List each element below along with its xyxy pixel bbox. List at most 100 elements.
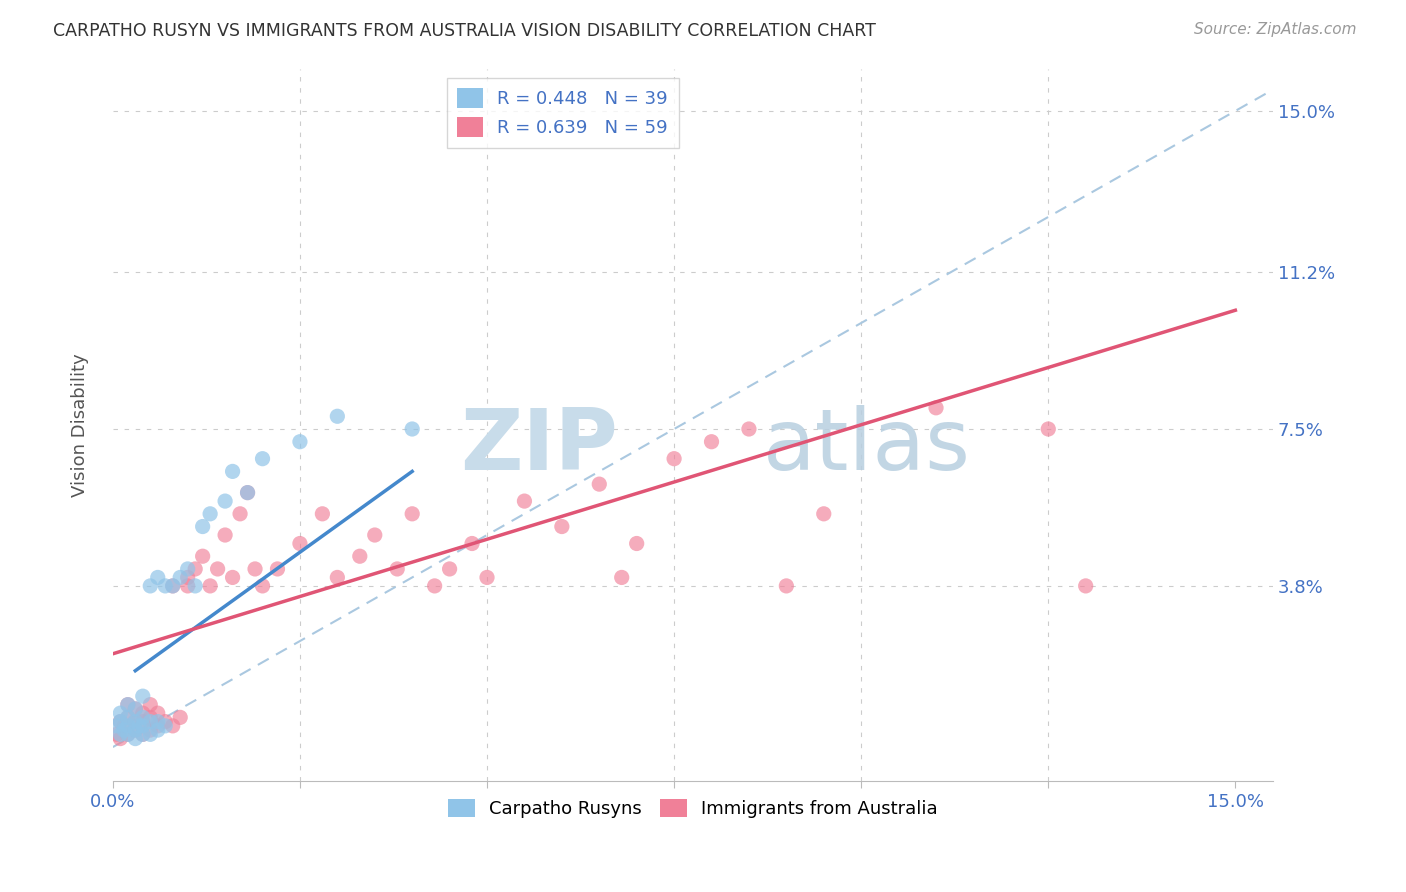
Point [176, 570, 198, 584]
Point [124, 723, 146, 738]
Point [110, 727, 132, 741]
Point [162, 719, 184, 733]
Point [112, 719, 135, 733]
Point [236, 485, 259, 500]
Point [662, 451, 685, 466]
Point [423, 579, 446, 593]
Point [169, 710, 191, 724]
Point [128, 719, 150, 733]
Point [326, 570, 349, 584]
Point [925, 401, 948, 415]
Point [184, 579, 207, 593]
Point [169, 570, 191, 584]
Point [513, 494, 536, 508]
Point [813, 507, 835, 521]
Point [117, 727, 139, 741]
Point [176, 579, 198, 593]
Point [252, 451, 274, 466]
Point [176, 562, 198, 576]
Point [132, 710, 155, 724]
Point [124, 714, 146, 729]
Point [700, 434, 723, 449]
Point [401, 507, 423, 521]
Point [117, 727, 139, 741]
Point [155, 579, 177, 593]
Point [139, 723, 162, 738]
Point [110, 731, 132, 746]
Point [112, 723, 135, 738]
Point [626, 536, 648, 550]
Point [139, 727, 162, 741]
Point [110, 714, 132, 729]
Point [132, 714, 155, 729]
Point [221, 570, 243, 584]
Point [461, 536, 484, 550]
Point [139, 714, 162, 729]
Legend: Carpatho Rusyns, Immigrants from Australia: Carpatho Rusyns, Immigrants from Austral… [440, 791, 945, 825]
Point [191, 519, 214, 533]
Point [401, 422, 423, 436]
Point [252, 579, 274, 593]
Point [117, 710, 139, 724]
Point [214, 528, 236, 542]
Point [105, 727, 128, 741]
Point [146, 706, 169, 720]
Point [124, 714, 146, 729]
Point [1038, 422, 1060, 436]
Text: ZIP: ZIP [460, 405, 617, 488]
Point [775, 579, 797, 593]
Point [588, 477, 610, 491]
Point [191, 549, 214, 564]
Point [738, 422, 761, 436]
Point [124, 702, 146, 716]
Point [364, 528, 387, 542]
Point [139, 710, 162, 724]
Point [124, 702, 146, 716]
Point [124, 723, 146, 738]
Point [221, 464, 243, 478]
Point [146, 723, 169, 738]
Point [1074, 579, 1097, 593]
Point [311, 507, 333, 521]
Point [105, 719, 128, 733]
Point [132, 727, 155, 741]
Point [243, 562, 266, 576]
Point [117, 698, 139, 712]
Point [146, 714, 169, 729]
Point [162, 579, 184, 593]
Point [610, 570, 633, 584]
Point [146, 570, 169, 584]
Point [198, 579, 221, 593]
Point [198, 507, 221, 521]
Point [288, 536, 311, 550]
Point [439, 562, 461, 576]
Point [326, 409, 349, 424]
Point [124, 731, 146, 746]
Point [139, 579, 162, 593]
Point [132, 727, 155, 741]
Point [117, 719, 139, 733]
Point [110, 714, 132, 729]
Point [288, 434, 311, 449]
Point [117, 698, 139, 712]
Point [349, 549, 371, 564]
Point [551, 519, 574, 533]
Text: CARPATHO RUSYN VS IMMIGRANTS FROM AUSTRALIA VISION DISABILITY CORRELATION CHART: CARPATHO RUSYN VS IMMIGRANTS FROM AUSTRA… [53, 22, 876, 40]
Point [214, 494, 236, 508]
Point [117, 710, 139, 724]
Point [229, 507, 252, 521]
Point [146, 719, 169, 733]
Text: atlas: atlas [762, 405, 970, 488]
Text: Source: ZipAtlas.com: Source: ZipAtlas.com [1194, 22, 1357, 37]
Point [155, 719, 177, 733]
Point [236, 485, 259, 500]
Y-axis label: Vision Disability: Vision Disability [72, 353, 89, 497]
Point [155, 714, 177, 729]
Point [266, 562, 288, 576]
Point [132, 706, 155, 720]
Point [162, 579, 184, 593]
Point [132, 719, 155, 733]
Point [207, 562, 229, 576]
Point [475, 570, 498, 584]
Point [387, 562, 409, 576]
